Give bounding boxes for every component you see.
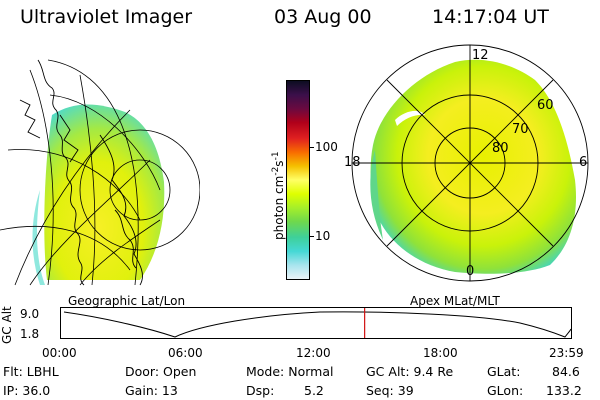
- image-time: 14:17:04 UT: [432, 6, 549, 28]
- colorbar: [286, 80, 310, 280]
- colorbar-label-mid: s: [272, 160, 286, 167]
- colorbar-label: photon cm-2s-1: [271, 151, 286, 240]
- polar-image: [351, 44, 589, 282]
- polar-dayside-arc: [395, 110, 425, 126]
- status-ip: IP: 36.0: [3, 383, 51, 398]
- geo-grid-latline-1: [49, 94, 161, 191]
- geo-auroral-oval: [44, 104, 165, 280]
- status-dsp-value: 5.2: [304, 383, 324, 398]
- geo-grid-latline-2: [7, 149, 141, 221]
- geo-coastlines: [19, 59, 143, 286]
- timeline-ylabel: GC Alt: [0, 306, 14, 344]
- mlat-label-60: 60: [537, 98, 554, 113]
- geo-grid-lonline-5: [79, 219, 161, 286]
- timeline-xtick-2359: 23:59: [549, 346, 584, 360]
- colorbar-tick-100-mark: [309, 147, 314, 148]
- status-seq: Seq: 39: [366, 383, 414, 398]
- image-date: 03 Aug 00: [274, 6, 372, 28]
- geo-grid-limb: [47, 59, 139, 286]
- mlt-label-18: 18: [344, 155, 361, 170]
- mlt-label-12: 12: [472, 48, 489, 63]
- timeline-xtick-0000: 00:00: [42, 346, 77, 360]
- polar-panel-caption: Apex MLat/MLT: [410, 294, 500, 308]
- status-glat-value: 84.6: [552, 364, 580, 379]
- geo-grid-lonline-3: [14, 109, 131, 286]
- geo-panel-caption: Geographic Lat/Lon: [68, 294, 186, 308]
- geographic-image: [0, 59, 200, 286]
- geo-grid-lonline-1: [29, 69, 54, 286]
- instrument-title: Ultraviolet Imager: [20, 6, 193, 28]
- timeline-xtick-0600: 06:00: [168, 346, 203, 360]
- geo-oval-fringe: [32, 190, 45, 285]
- colorbar-tick-10-mark: [309, 236, 314, 237]
- status-mode: Mode: Normal: [246, 364, 334, 379]
- polar-diag-2: [386, 79, 554, 247]
- colorbar-label-exp1: -2: [271, 166, 281, 176]
- timeline-xtick-1200: 12:00: [296, 346, 331, 360]
- geo-grid-lonline-4: [29, 159, 151, 286]
- status-glat-label: GLat:: [487, 364, 521, 379]
- mlt-label-0: 0: [466, 264, 475, 279]
- mlt-label-6: 6: [579, 155, 588, 170]
- mlat-label-80: 80: [492, 141, 509, 156]
- status-filter: Flt: LBHL: [3, 364, 59, 379]
- mlat-label-70: 70: [512, 122, 529, 137]
- status-glon-label: GLon:: [487, 383, 524, 398]
- status-gc-alt: GC Alt: 9.4 Re: [366, 364, 454, 379]
- status-door: Door: Open: [125, 364, 197, 379]
- orbit-altitude-curve: [63, 311, 572, 338]
- colorbar-label-exp2: -1: [271, 151, 281, 161]
- orbit-timeline: [60, 307, 572, 339]
- geo-grid-pole-ring-outer: [79, 129, 200, 251]
- polar-emission-fringe: [370, 150, 383, 240]
- timeline-xtick-1800: 18:00: [423, 346, 458, 360]
- colorbar-tick-10: 10: [315, 229, 331, 243]
- timeline-ytick-top: 9.0: [20, 307, 40, 321]
- geo-grid-latline-3: [0, 225, 131, 271]
- colorbar-gradient: [287, 81, 309, 279]
- geo-grid-pole-ring: [109, 159, 171, 221]
- status-gain: Gain: 13: [125, 383, 178, 398]
- status-glon-value: 133.2: [546, 383, 582, 398]
- geo-grid-lonline-2: [79, 74, 96, 286]
- timeline-ytick-bottom: 1.8: [20, 327, 40, 341]
- status-dsp-label: Dsp:: [246, 383, 275, 398]
- colorbar-tick-100: 100: [315, 140, 338, 154]
